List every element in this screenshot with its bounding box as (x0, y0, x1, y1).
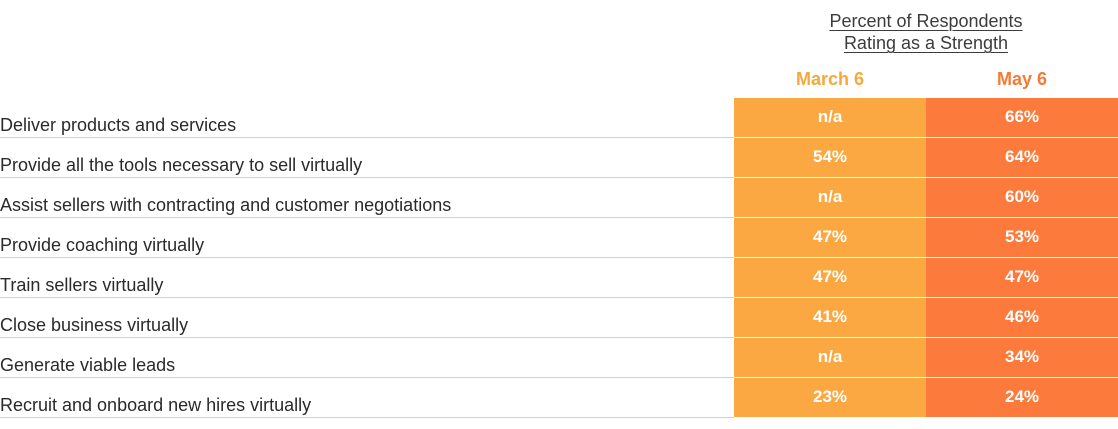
cell-value: 60% (1004, 187, 1040, 206)
cell-march: n/a (734, 98, 926, 138)
table-header-title: Percent of Respondents Rating as a Stren… (734, 10, 1118, 54)
cell-may: 66% (926, 98, 1118, 138)
cell-value: 23% (812, 387, 848, 406)
row-label: Assist sellers with contracting and cust… (0, 195, 452, 215)
cell-value: 66% (1004, 107, 1040, 126)
row-label: Close business virtually (0, 315, 189, 335)
cell-march: 41% (734, 298, 926, 338)
cell-may: 24% (926, 378, 1118, 418)
cell-may: 47% (926, 258, 1118, 298)
cell-value: n/a (817, 187, 843, 206)
cell-may: 46% (926, 298, 1118, 338)
cell-value: 54% (812, 147, 848, 166)
row-divider (0, 217, 734, 218)
cell-value: n/a (817, 107, 843, 126)
cell-march: 23% (734, 378, 926, 418)
table-row: Close business virtually 41% 46% (0, 298, 1118, 338)
cell-value: 53% (1004, 227, 1040, 246)
row-label: Recruit and onboard new hires virtually (0, 395, 312, 415)
row-divider (0, 257, 734, 258)
table-body: Deliver products and services n/a 66% Provi… (0, 98, 1118, 418)
row-label: Generate viable leads (0, 355, 176, 375)
row-divider (0, 137, 734, 138)
cell-value: 41% (812, 307, 848, 326)
cell-may: 34% (926, 338, 1118, 378)
column-header-may: May 6 (996, 69, 1048, 89)
cell-march: 47% (734, 258, 926, 298)
cell-march: n/a (734, 178, 926, 218)
cell-value: 47% (1004, 267, 1040, 286)
row-divider (0, 417, 734, 418)
row-label: Train sellers virtually (0, 275, 164, 295)
cell-march: n/a (734, 338, 926, 378)
cell-may: 60% (926, 178, 1118, 218)
cell-value: n/a (817, 347, 843, 366)
cell-march: 54% (734, 138, 926, 178)
table-row: Provide all the tools necessary to sell … (0, 138, 1118, 178)
table-row: Deliver products and services n/a 66% (0, 98, 1118, 138)
row-label: Provide all the tools necessary to sell … (0, 155, 363, 175)
cell-value: 24% (1004, 387, 1040, 406)
table-row: Recruit and onboard new hires virtually 2… (0, 378, 1118, 418)
row-label: Deliver products and services (0, 115, 237, 135)
row-divider (0, 377, 734, 378)
table-row: Train sellers virtually 47% 47% (0, 258, 1118, 298)
table-row: Generate viable leads n/a 34% (0, 338, 1118, 378)
cell-value: 47% (812, 267, 848, 286)
row-divider (0, 337, 734, 338)
row-divider (0, 297, 734, 298)
cell-value: 34% (1004, 347, 1040, 366)
table-row: Provide coaching virtually 47% 53% (0, 218, 1118, 258)
cell-value: 64% (1004, 147, 1040, 166)
cell-march: 47% (734, 218, 926, 258)
cell-value: 47% (812, 227, 848, 246)
cell-may: 64% (926, 138, 1118, 178)
cell-may: 53% (926, 218, 1118, 258)
header-title-line-2: Rating as a Strength (843, 33, 1009, 53)
header-title-line-1: Percent of Respondents (829, 11, 1023, 31)
row-label: Provide coaching virtually (0, 235, 205, 255)
cell-value: 46% (1004, 307, 1040, 326)
column-header-march: March 6 (795, 69, 865, 89)
row-divider (0, 177, 734, 178)
table-row: Assist sellers with contracting and cust… (0, 178, 1118, 218)
